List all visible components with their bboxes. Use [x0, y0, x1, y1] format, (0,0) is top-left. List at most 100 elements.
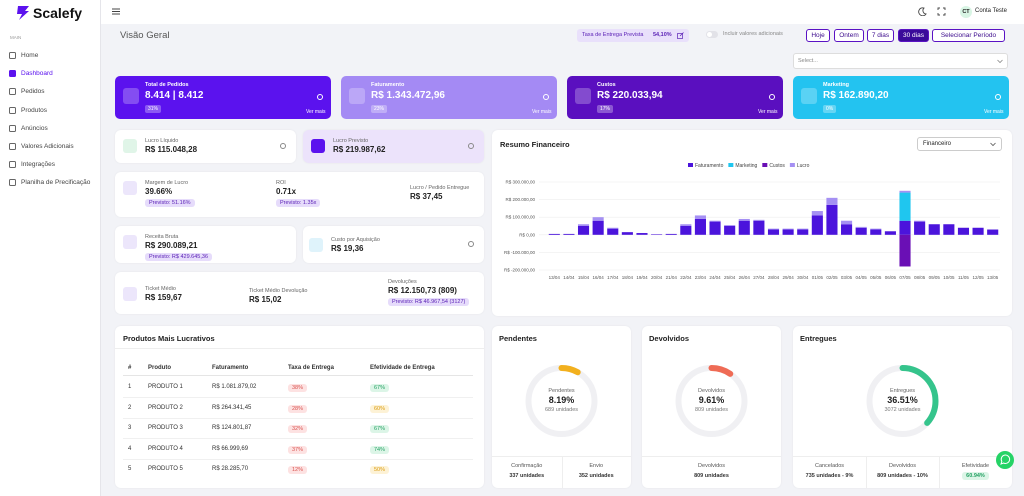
- delivery-rate-pill: Taxa de Entrega Prevista 54,10%: [577, 29, 689, 42]
- period-button[interactable]: Ontem: [834, 29, 864, 42]
- metric-label: Lucro Previsto: [333, 138, 369, 144]
- toggle[interactable]: [706, 31, 718, 38]
- bar-segment: [709, 220, 721, 222]
- table-cell: PRODUTO 5: [148, 466, 183, 473]
- nav-item[interactable]: Anúncios: [21, 124, 48, 132]
- bar-segment: [767, 228, 780, 230]
- period-button[interactable]: Hoje: [806, 29, 830, 42]
- bar-segment: [899, 220, 911, 235]
- footer-value: 337 unidades: [492, 473, 562, 479]
- chevron[interactable]: [997, 59, 1003, 64]
- avatar[interactable]: CT: [960, 6, 972, 18]
- legend-swatch: [728, 163, 734, 167]
- gauge-label: Entregues: [889, 388, 916, 394]
- y-tick-label: R$ -100.000,00: [504, 250, 536, 255]
- kpi-icon: [801, 88, 817, 104]
- gauge-value: 8.19%: [548, 395, 575, 405]
- bar-segment: [841, 224, 853, 235]
- user-name[interactable]: Conta Teste: [975, 8, 1007, 14]
- metric-label: Ticket Médio Devolução: [249, 288, 308, 294]
- gauge-value: 9.61%: [698, 395, 725, 405]
- rate-badge: 28%: [288, 404, 308, 413]
- metric-card: Margem de Lucro 39.66% Previsto: 51.16% ROI…: [115, 172, 484, 217]
- x-tick-label: 24/04: [709, 275, 721, 280]
- period-button[interactable]: 30 dias: [898, 29, 929, 42]
- kpi-value: R$ 220.033,94: [597, 90, 663, 101]
- table-cell: 5: [128, 466, 132, 473]
- nav-item[interactable]: Valores Adicionais: [21, 143, 74, 150]
- bar-segment: [738, 218, 750, 221]
- bar-segment: [709, 221, 721, 235]
- nav-item[interactable]: Dashboard: [21, 70, 53, 78]
- fullscreen-icon[interactable]: [937, 7, 946, 16]
- whatsapp-button[interactable]: [996, 451, 1014, 469]
- sidebar: Scalefy MAIN Home Dashboard Pedidos Produto…: [0, 0, 101, 496]
- menu-icon[interactable]: [112, 8, 120, 15]
- nav-icon: [9, 88, 16, 96]
- custom-period-button[interactable]: Selecionar Período: [932, 29, 1005, 42]
- status-title: Devolvidos: [649, 334, 690, 343]
- table-card: Produtos Mais Lucrativos # Produto Faturam…: [115, 326, 484, 488]
- status-card: Devolvidos Devolvidos 9.61% 809 unidades Dev…: [642, 326, 781, 488]
- select[interactable]: Select...: [793, 53, 1008, 69]
- footer-value: 809 unidades: [642, 473, 781, 479]
- chart-selector-text[interactable]: Financeiro: [923, 141, 952, 147]
- chart-title: Resumo Financeiro: [500, 140, 570, 149]
- x-tick-label: 18/04: [622, 275, 634, 280]
- legend-label: Lucro: [797, 163, 810, 169]
- topbar: CT Conta Teste: [101, 0, 1024, 24]
- bar-segment: [592, 220, 604, 235]
- status-card: Entregues Entregues 36.51% 3072 unidades Can…: [793, 326, 1012, 488]
- kpi-link[interactable]: Ver mais: [984, 109, 1004, 115]
- x-tick-label: 25/04: [724, 275, 736, 280]
- bar-segment: [914, 221, 926, 235]
- kpi-link[interactable]: Ver mais: [532, 109, 552, 115]
- theme-icon[interactable]: [918, 7, 927, 16]
- table-cell: 1: [128, 384, 132, 390]
- kpi-value: R$ 1.343.472,96: [371, 90, 445, 101]
- info-icon: [280, 143, 286, 149]
- status-card: Pendentes Pendentes 8.19% 689 unidades Confi…: [492, 326, 631, 488]
- kpi-link[interactable]: Ver mais: [758, 109, 778, 115]
- y-tick-label: R$ 100.000,00: [505, 215, 535, 220]
- footer-divider: [561, 456, 563, 488]
- gauge: [675, 365, 748, 437]
- x-tick-label: 11/05: [958, 275, 969, 280]
- metric-value: 0.71x: [276, 187, 297, 196]
- effectiveness-badge: 67%: [370, 425, 390, 434]
- bar-segment: [694, 215, 706, 219]
- nav-item[interactable]: Produtos: [21, 106, 48, 114]
- status-footer-divider: [793, 456, 1012, 457]
- row-divider: [123, 417, 473, 419]
- chart-selector[interactable]: Financeiro: [917, 137, 1002, 151]
- chevron[interactable]: [990, 142, 996, 147]
- period-button[interactable]: 7 dias: [867, 29, 894, 42]
- x-tick-label: 23/04: [695, 275, 707, 280]
- kpi-card: Custos R$ 220.033,94 17% Ver mais: [567, 76, 783, 119]
- kpi-link[interactable]: Ver mais: [306, 109, 326, 115]
- bar-segment: [811, 211, 823, 216]
- select-placeholder[interactable]: Select...: [798, 58, 818, 64]
- bar-segment: [855, 226, 867, 228]
- metric-value: R$ 37,45: [410, 192, 443, 201]
- edit-icon[interactable]: [677, 32, 684, 39]
- bar-segment: [607, 227, 619, 229]
- table-cell: PRODUTO 2: [148, 404, 183, 411]
- nav-item[interactable]: Pedidos: [21, 88, 45, 96]
- status-title: Pendentes: [499, 334, 537, 343]
- x-tick-label: 26/04: [739, 275, 751, 280]
- bar-segment: [621, 232, 633, 235]
- brand: Scalefy: [33, 5, 83, 21]
- bar-segment: [899, 234, 911, 267]
- nav-item[interactable]: Planilha de Precificação: [21, 179, 91, 187]
- table-cell: 2: [128, 404, 132, 411]
- kpi-title: Faturamento: [371, 82, 405, 88]
- custom-period-text[interactable]: Selecionar Período: [940, 32, 997, 39]
- nav-item[interactable]: Integrações: [21, 161, 55, 169]
- y-tick-label: R$ -200.000,00: [504, 268, 536, 273]
- bar-segment: [928, 224, 940, 235]
- nav-item[interactable]: Home: [21, 52, 39, 59]
- metric-icon: [123, 181, 137, 195]
- legend-label: Faturamento: [695, 163, 724, 169]
